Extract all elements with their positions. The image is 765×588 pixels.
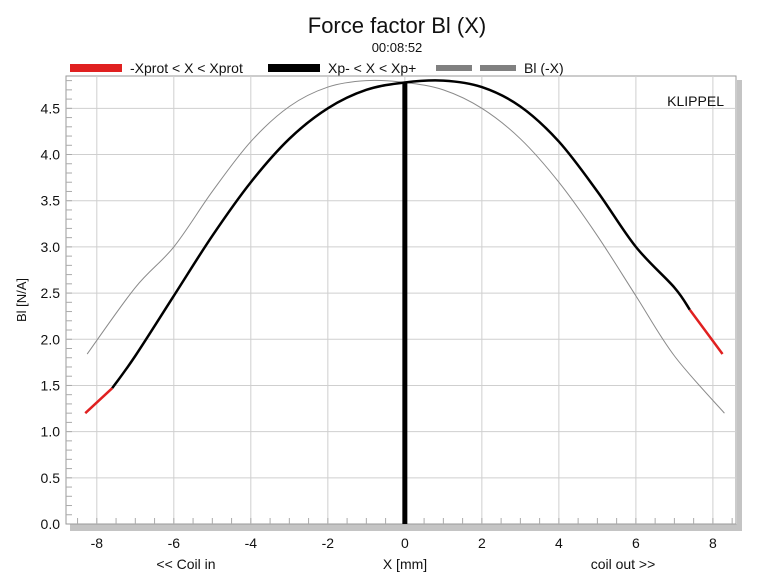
x-tick-label-2: -4 <box>245 535 258 551</box>
x-tick-label-7: 6 <box>632 535 640 551</box>
y-axis-label: Bl [N/A] <box>14 278 29 322</box>
legend-swatch-neg-a <box>436 65 472 71</box>
legend-swatch-prot <box>70 64 122 72</box>
x-tick-label-1: -6 <box>168 535 181 551</box>
y-tick-label-0: 0.0 <box>41 516 61 532</box>
legend-label-xp: Xp- < X < Xp+ <box>328 60 416 76</box>
legend-swatch-xp <box>268 64 320 72</box>
y-axis-tick-labels: 0.0 0.5 1.0 1.5 2.0 2.5 3.0 3.5 4.0 4.5 <box>41 100 61 532</box>
xprot-curve-left <box>84 387 114 415</box>
plot-shadow-bottom <box>70 524 742 531</box>
minor-ticks <box>66 80 733 524</box>
x-tick-label-5: 2 <box>478 535 486 551</box>
y-tick-label-2: 1.0 <box>41 424 61 440</box>
x-tick-label-8: 8 <box>709 535 717 551</box>
legend-swatch-neg-b <box>480 65 516 71</box>
y-tick-label-8: 4.0 <box>41 147 61 163</box>
x-tick-label-3: -2 <box>322 535 335 551</box>
chart-timestamp: 00:08:52 <box>372 40 423 55</box>
legend: -Xprot < X < Xprot Xp- < X < Xp+ Bl (-X) <box>70 60 564 76</box>
y-tick-label-9: 4.5 <box>41 100 61 116</box>
x-axis-note-right: coil out >> <box>591 556 656 572</box>
grid <box>66 76 736 524</box>
y-tick-label-3: 1.5 <box>41 377 61 393</box>
x-tick-label-0: -8 <box>91 535 104 551</box>
xprot-curve-right <box>688 308 724 355</box>
y-tick-label-4: 2.0 <box>41 331 61 347</box>
x-tick-label-6: 4 <box>555 535 563 551</box>
plot-area <box>65 75 737 525</box>
chart-title: Force factor Bl (X) <box>308 13 486 38</box>
y-tick-label-1: 0.5 <box>41 470 61 486</box>
x-axis-note-left: << Coil in <box>156 556 215 572</box>
x-tick-label-4: 0 <box>401 535 409 551</box>
legend-label-prot: -Xprot < X < Xprot <box>130 60 243 76</box>
y-tick-label-6: 3.0 <box>41 239 61 255</box>
watermark: KLIPPEL <box>667 93 724 109</box>
plot-shadow-right <box>737 80 742 531</box>
y-tick-label-7: 3.5 <box>41 193 61 209</box>
y-tick-label-5: 2.5 <box>41 285 61 301</box>
x-axis-tick-labels: -8 -6 -4 -2 0 2 4 6 8 <box>91 535 717 551</box>
x-axis-label: X [mm] <box>383 556 427 572</box>
legend-label-neg: Bl (-X) <box>524 60 564 76</box>
